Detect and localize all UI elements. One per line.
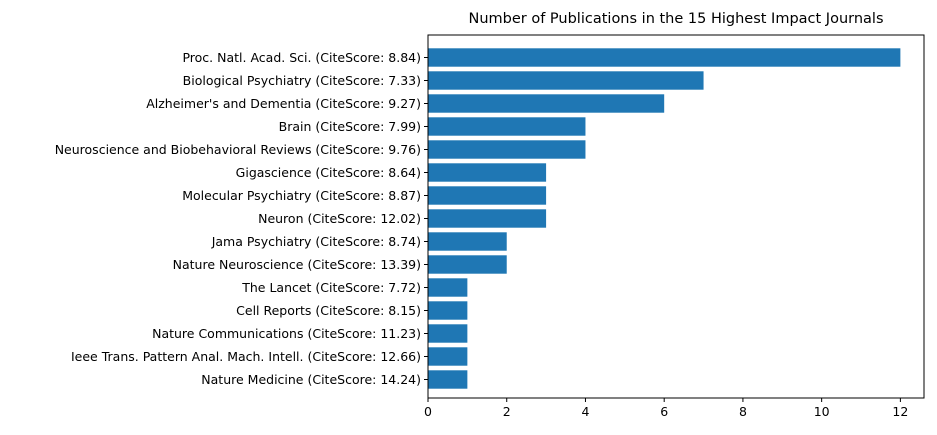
x-tick-label: 10	[814, 404, 830, 419]
y-tick-label: Ieee Trans. Pattern Anal. Mach. Intell. …	[71, 349, 421, 364]
bar	[428, 117, 586, 136]
bar	[428, 232, 507, 251]
y-tick-label: Biological Psychiatry (CiteScore: 7.33)	[183, 73, 421, 88]
bar	[428, 71, 704, 90]
x-tick-label: 0	[424, 404, 432, 419]
x-axis-ticks: 0 2 4 6 8 10 12	[424, 398, 908, 419]
bar	[428, 140, 586, 159]
y-tick-label: Nature Medicine (CiteScore: 14.24)	[201, 372, 421, 387]
x-tick-label: 12	[892, 404, 908, 419]
bar	[428, 370, 468, 389]
bar	[428, 163, 547, 182]
y-tick-label: Nature Neuroscience (CiteScore: 13.39)	[173, 257, 421, 272]
bar	[428, 48, 901, 67]
y-axis-ticks: Proc. Natl. Acad. Sci. (CiteScore: 8.84)…	[55, 50, 428, 387]
bar	[428, 324, 468, 343]
y-tick-label: Cell Reports (CiteScore: 8.15)	[236, 303, 421, 318]
bar	[428, 347, 468, 366]
x-tick-label: 8	[739, 404, 747, 419]
x-tick-label: 6	[660, 404, 668, 419]
plot-frame	[427, 34, 925, 399]
y-tick-label: Alzheimer's and Dementia (CiteScore: 9.2…	[146, 96, 421, 111]
y-tick-label: Neuron (CiteScore: 12.02)	[258, 211, 421, 226]
y-tick-label: Brain (CiteScore: 7.99)	[279, 119, 421, 134]
bar	[428, 94, 665, 113]
x-tick-label: 2	[503, 404, 511, 419]
chart-title: Number of Publications in the 15 Highest…	[468, 11, 883, 27]
y-tick-label: Molecular Psychiatry (CiteScore: 8.87)	[182, 188, 421, 203]
y-tick-label: Jama Psychiatry (CiteScore: 8.74)	[211, 234, 421, 249]
bar	[428, 278, 468, 297]
y-tick-label: Neuroscience and Biobehavioral Reviews (…	[55, 142, 421, 157]
bar	[428, 255, 507, 274]
y-tick-label: Proc. Natl. Acad. Sci. (CiteScore: 8.84)	[182, 50, 421, 65]
bar	[428, 301, 468, 320]
y-tick-label: Nature Communications (CiteScore: 11.23)	[152, 326, 421, 341]
bar	[428, 209, 547, 228]
x-tick-label: 4	[581, 404, 589, 419]
y-tick-label: The Lancet (CiteScore: 7.72)	[241, 280, 421, 295]
bar	[428, 186, 547, 205]
bars-layer	[428, 48, 901, 389]
y-tick-label: Gigascience (CiteScore: 8.64)	[236, 165, 421, 180]
